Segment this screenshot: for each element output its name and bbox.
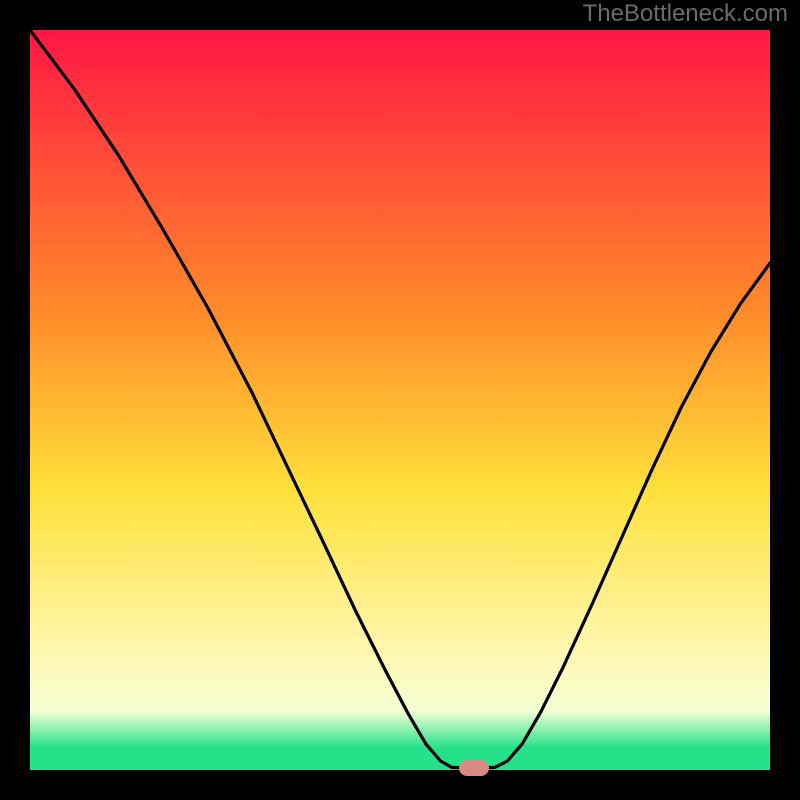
watermark-text: TheBottleneck.com [583, 0, 788, 28]
bottleneck-curve [30, 30, 770, 770]
optimal-marker [459, 760, 489, 776]
plot-area [30, 30, 770, 770]
chart-frame: TheBottleneck.com [0, 0, 800, 800]
curve-path [30, 30, 770, 768]
